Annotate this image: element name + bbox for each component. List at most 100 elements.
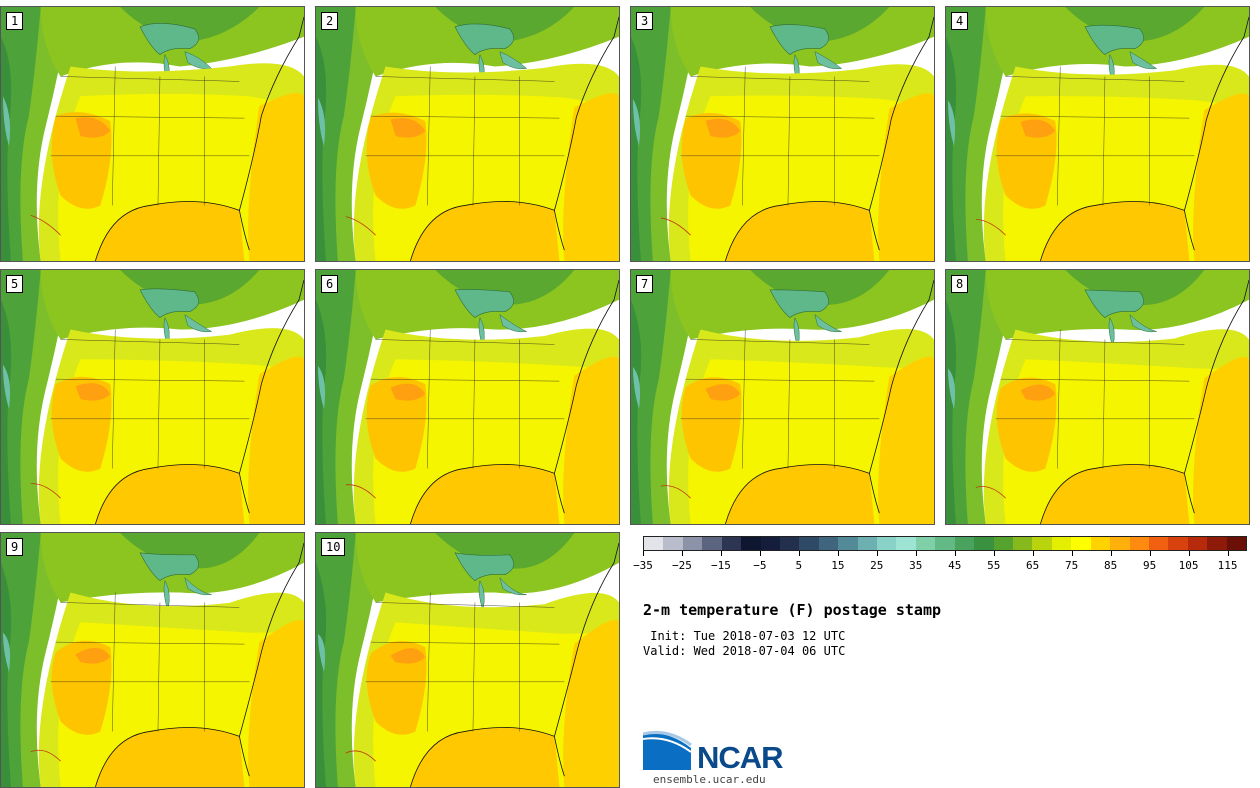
colorbar-swatch — [1148, 537, 1169, 550]
colorbar-swatch — [1051, 537, 1072, 550]
member-map-8[interactable]: 8 — [945, 269, 1250, 525]
colorbar-swatch — [935, 537, 955, 550]
member-label: 1 — [6, 12, 24, 30]
colorbar-swatch — [993, 537, 1014, 550]
colorbar-tick-label: 65 — [1026, 559, 1040, 572]
colorbar-swatch — [877, 537, 897, 550]
member-map-2[interactable]: 2 — [315, 6, 620, 262]
member-map-7[interactable]: 7 — [630, 269, 935, 525]
colorbar-swatch — [974, 537, 994, 550]
temperature-map — [631, 270, 934, 524]
colorbar-tick-label: 115 — [1217, 559, 1238, 572]
member-map-10[interactable]: 10 — [315, 532, 620, 788]
member-label: 6 — [321, 275, 339, 293]
temperature-map — [316, 7, 619, 261]
colorbar-tick — [876, 551, 878, 556]
colorbar-swatch — [741, 537, 761, 550]
colorbar-swatch — [1013, 537, 1033, 550]
temperature-map — [1, 270, 304, 524]
member-label: 4 — [951, 12, 969, 30]
colorbar-tick-label: 25 — [870, 559, 884, 572]
colorbar-ticks: −35 −25 −15 −5 5 15 25 35 45 55 65 75 85 95 105 115 — [633, 551, 1247, 573]
colorbar-tick-label: −15 — [710, 559, 731, 572]
colorbar-swatch — [663, 537, 683, 550]
member-map-5[interactable]: 5 — [0, 269, 305, 525]
colorbar-swatch — [1110, 537, 1130, 550]
colorbar-swatch — [1090, 537, 1111, 550]
colorbar-swatch — [779, 537, 800, 550]
temperature-colorbar — [643, 536, 1247, 551]
colorbar-tick — [1110, 551, 1112, 556]
member-label: 9 — [6, 538, 24, 556]
colorbar-swatch — [1207, 537, 1227, 550]
member-label: 5 — [6, 275, 24, 293]
colorbar-swatch — [896, 537, 916, 550]
temperature-map — [631, 7, 934, 261]
colorbar-swatch — [760, 537, 780, 550]
colorbar-swatch — [954, 537, 975, 550]
member-map-9[interactable]: 9 — [0, 532, 305, 788]
colorbar-tick — [759, 551, 761, 556]
colorbar-tick-label: 75 — [1065, 559, 1079, 572]
member-map-6[interactable]: 6 — [315, 269, 620, 525]
member-label: 7 — [636, 275, 654, 293]
colorbar-tick — [954, 551, 956, 556]
temperature-map — [1, 7, 304, 261]
colorbar-swatch — [1129, 537, 1149, 550]
colorbar-swatch — [799, 537, 819, 550]
member-map-1[interactable]: 1 — [0, 6, 305, 262]
colorbar-tick-label: −25 — [672, 559, 692, 572]
colorbar-swatch — [1187, 537, 1208, 550]
temperature-map — [946, 7, 1249, 261]
valid-time: Valid: Wed 2018-07-04 06 UTC — [643, 644, 846, 658]
colorbar-tick — [1149, 551, 1151, 556]
colorbar-tick-label: 15 — [831, 559, 845, 572]
colorbar-swatch — [838, 537, 858, 550]
colorbar-swatch — [1168, 537, 1188, 550]
colorbar-swatch — [915, 537, 936, 550]
colorbar-tick — [1071, 551, 1073, 556]
colorbar-tick-label: 105 — [1178, 559, 1199, 572]
colorbar-tick-label: −5 — [753, 559, 767, 572]
member-map-3[interactable]: 3 — [630, 6, 935, 262]
colorbar-tick-label: 35 — [909, 559, 923, 572]
ncar-logo-text: NCAR — [697, 740, 784, 775]
colorbar-tick — [720, 551, 722, 556]
member-label: 3 — [636, 12, 654, 30]
init-time: Init: Tue 2018-07-03 12 UTC — [643, 629, 846, 643]
colorbar-tick — [837, 551, 839, 556]
colorbar-tick — [1227, 551, 1229, 556]
colorbar-swatch — [857, 537, 878, 550]
colorbar-swatch — [721, 537, 742, 550]
colorbar-tick — [915, 551, 917, 556]
colorbar-swatch — [644, 537, 664, 550]
temperature-map — [316, 270, 619, 524]
colorbar-tick-label: −35 — [633, 559, 653, 572]
colorbar-tick-label: 55 — [987, 559, 1001, 572]
colorbar-tick — [681, 551, 683, 556]
temperature-map — [316, 533, 619, 787]
member-label: 2 — [321, 12, 339, 30]
colorbar-tick-label: 85 — [1103, 559, 1118, 572]
ensemble-url[interactable]: ensemble.ucar.edu — [653, 773, 766, 786]
colorbar-tick — [1188, 551, 1190, 556]
ncar-logo-icon — [643, 730, 692, 770]
member-label: 8 — [951, 275, 969, 293]
colorbar-tick — [1032, 551, 1034, 556]
temperature-map — [946, 270, 1249, 524]
colorbar-swatch — [682, 537, 703, 550]
colorbar-tick-label: 95 — [1142, 559, 1157, 572]
colorbar-tick — [993, 551, 995, 556]
colorbar-tick-label: 5 — [795, 559, 803, 572]
colorbar-tick — [798, 551, 800, 556]
colorbar-swatch — [702, 537, 722, 550]
colorbar-tick-label: 45 — [948, 559, 962, 572]
colorbar-swatch — [1032, 537, 1052, 550]
member-label: 10 — [321, 538, 346, 556]
colorbar-swatch — [818, 537, 839, 550]
temperature-map — [1, 533, 304, 787]
plot-title: 2-m temperature (F) postage stamp — [643, 601, 942, 619]
member-map-4[interactable]: 4 — [945, 6, 1250, 262]
colorbar-swatch — [1226, 537, 1247, 550]
colorbar-swatch — [1071, 537, 1091, 550]
